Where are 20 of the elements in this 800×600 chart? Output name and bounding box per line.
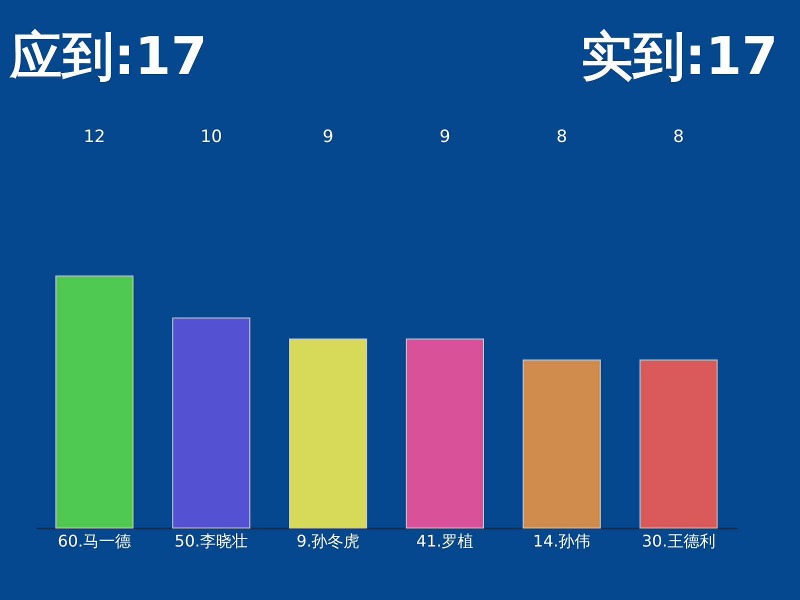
x-tick-label: 41.罗植 bbox=[416, 532, 474, 550]
x-tick-label: 14.孙伟 bbox=[533, 532, 590, 550]
data-label: 9 bbox=[322, 127, 334, 147]
x-tick-label: 30.王德利 bbox=[642, 532, 716, 550]
data-label: 10 bbox=[200, 127, 222, 147]
x-tick-label: 9.孙冬虎 bbox=[296, 532, 360, 550]
data-label: 9 bbox=[440, 127, 450, 147]
bar bbox=[640, 360, 718, 528]
data-label: 8 bbox=[556, 127, 568, 147]
x-tick-label: 60.马一德 bbox=[58, 532, 132, 550]
bar bbox=[522, 360, 601, 528]
data-label: 12 bbox=[84, 127, 106, 147]
chart-title: 应到:17 bbox=[9, 27, 208, 87]
bar bbox=[172, 318, 250, 528]
x-tick-label: 50.李晓壮 bbox=[174, 532, 248, 550]
bar bbox=[55, 276, 134, 528]
chart-subtitle: 实到:17 bbox=[580, 27, 778, 87]
data-label: 8 bbox=[673, 127, 684, 147]
bar bbox=[406, 338, 484, 528]
bar bbox=[289, 338, 368, 528]
